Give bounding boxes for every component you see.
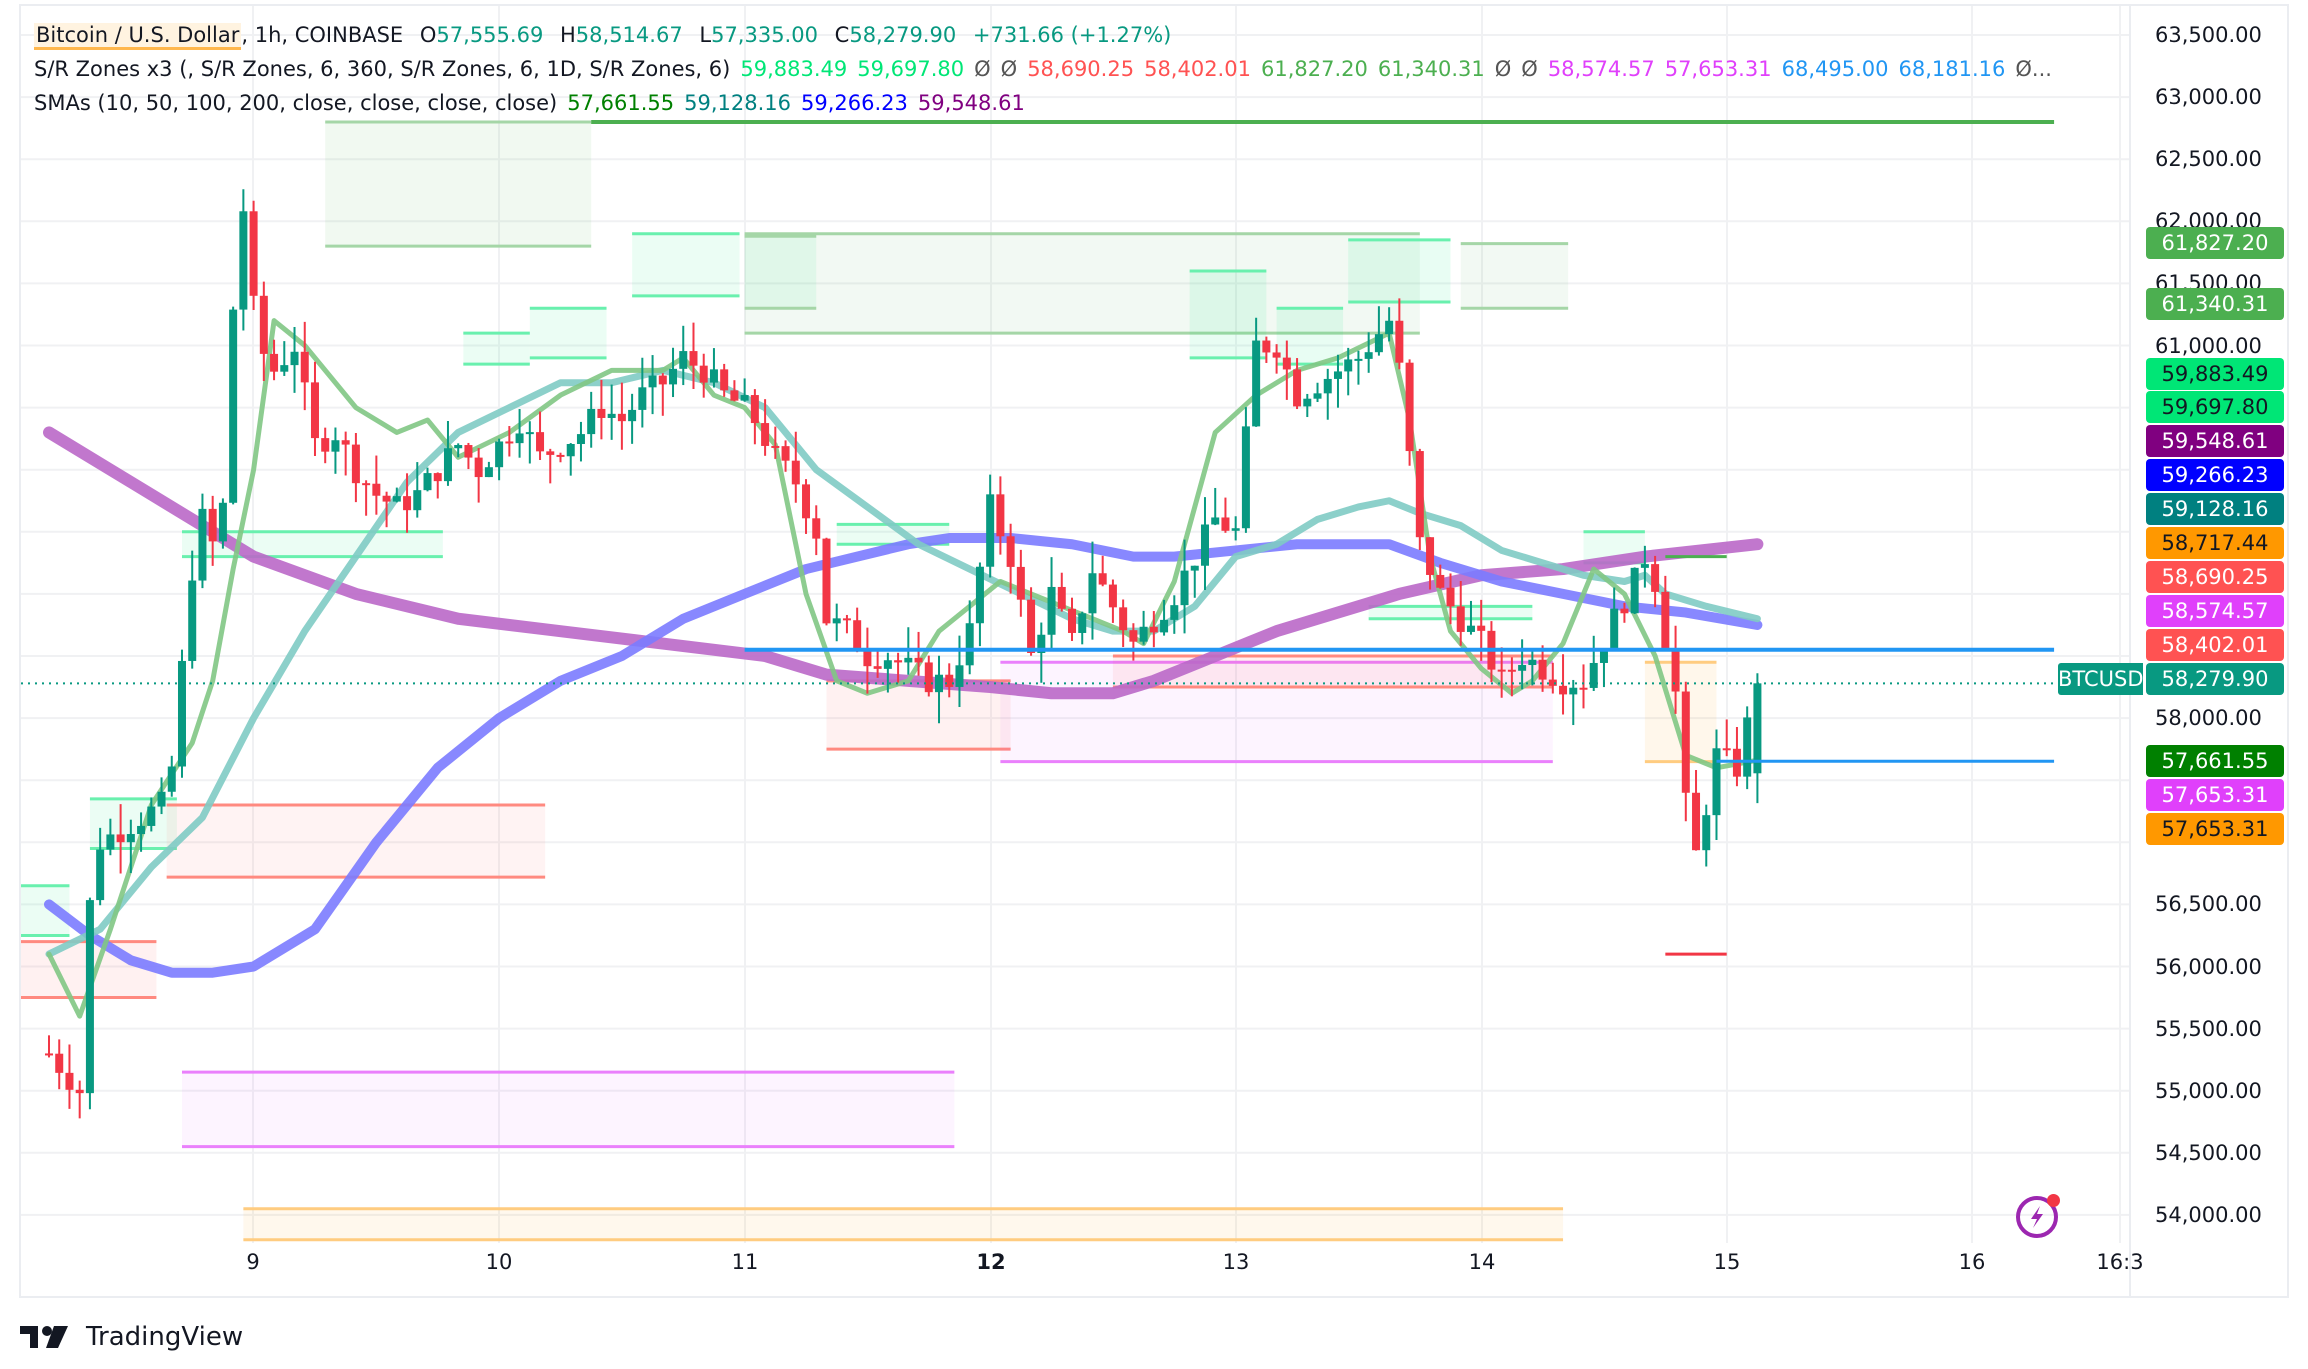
time-tick-label: 14	[1468, 1250, 1496, 1274]
chart-frame	[19, 4, 2289, 1298]
price-marker-label: 58,717.44	[2146, 527, 2284, 559]
price-tick-label: 62,500.00	[2155, 147, 2262, 172]
time-tick-label: 16:3	[2096, 1250, 2144, 1274]
legend-value: 68,495.00	[1781, 57, 1889, 81]
legend-value: 58,690.25	[1027, 57, 1135, 81]
symbol-price-tag: BTCUSD	[2058, 663, 2144, 695]
price-change: +731.66 (+1.27%)	[972, 23, 1172, 47]
time-tick-label: 11	[731, 1250, 759, 1274]
price-tick-label: 54,500.00	[2155, 1140, 2262, 1165]
legend-value: 61,340.31	[1377, 57, 1485, 81]
price-marker-label: 57,653.31	[2146, 779, 2284, 811]
symbol-legend-row[interactable]: Bitcoin / U.S. Dollar, 1h, COINBASE O57,…	[34, 18, 2072, 52]
legend-value: 61,827.20	[1260, 57, 1368, 81]
legend-value: 57,653.31	[1664, 57, 1772, 81]
legend-value: 59,697.80	[857, 57, 965, 81]
ohlc-open: O57,555.69	[419, 23, 544, 47]
notification-dot	[2047, 1194, 2060, 1207]
time-tick-label: 10	[485, 1250, 513, 1274]
legend-value: 59,266.23	[801, 91, 908, 115]
lightning-icon	[2031, 1206, 2043, 1228]
legend-value: 58,574.57	[1547, 57, 1655, 81]
legend-value: 59,883.49	[740, 57, 848, 81]
price-marker-label: 58,690.25	[2146, 561, 2284, 593]
ohlc-close: C58,279.90	[834, 23, 957, 47]
price-marker-label: 57,653.31	[2146, 813, 2284, 845]
symbol-meta: , 1h, COINBASE	[241, 23, 404, 47]
price-tick-label: 61,000.00	[2155, 333, 2262, 358]
legend-value: Ø	[974, 57, 991, 81]
time-tick-label: 12	[976, 1250, 1006, 1274]
price-tick-label: 56,000.00	[2155, 954, 2262, 979]
sma-title[interactable]: SMAs (10, 50, 100, 200, close, close, cl…	[34, 91, 558, 115]
legend-value: 57,661.55	[567, 91, 675, 115]
time-tick-label: 9	[246, 1250, 260, 1274]
time-tick-label: 15	[1713, 1250, 1741, 1274]
price-marker-label: 58,402.01	[2146, 629, 2284, 661]
sr-zones-values: 59,883.49 59,697.80 Ø Ø 58,690.25 58,402.01 61…	[740, 57, 2062, 81]
ohlc-low: L57,335.00	[699, 23, 818, 47]
price-marker-label: 59,548.61	[2146, 425, 2284, 457]
legend-value: Ø	[1000, 57, 1018, 81]
price-marker-label: 59,697.80	[2146, 391, 2284, 423]
legend-value: Ø	[1521, 57, 1538, 81]
price-tick-label: 55,000.00	[2155, 1078, 2262, 1103]
legend-value: 59,548.61	[917, 91, 1025, 115]
legend-value: 58,402.01	[1144, 57, 1251, 81]
price-tick-label: 55,500.00	[2155, 1016, 2262, 1041]
legend-value: 68,181.16	[1898, 57, 2006, 81]
sr-zones-title[interactable]: S/R Zones x3 (, S/R Zones, 6, 360, S/R Z…	[34, 57, 731, 81]
price-tick-label: 63,500.00	[2155, 23, 2262, 47]
price-marker-label: 61,340.31	[2146, 288, 2284, 320]
legend-value: Ø...	[2015, 57, 2052, 81]
price-marker-label: 59,883.49	[2146, 358, 2284, 390]
price-marker-label: 57,661.55	[2146, 745, 2284, 777]
time-tick-label: 16	[1958, 1250, 1986, 1274]
price-marker-label: 59,128.16	[2146, 493, 2284, 525]
legend-value: Ø	[1494, 57, 1512, 81]
tradingview-logo[interactable]: TradingView	[20, 1322, 243, 1352]
sr-zones-legend-row[interactable]: S/R Zones x3 (, S/R Zones, 6, 360, S/R Z…	[34, 52, 2072, 86]
sma-values: 57,661.55 59,128.16 59,266.23 59,548.61	[567, 91, 1035, 115]
symbol-title[interactable]: Bitcoin / U.S. Dollar	[34, 23, 242, 50]
price-marker-label: 59,266.23	[2146, 459, 2284, 491]
tradingview-logo-icon	[20, 1326, 68, 1348]
price-tick-label: 63,000.00	[2155, 85, 2262, 110]
tradingview-logo-text: TradingView	[86, 1322, 244, 1352]
sma-legend-row[interactable]: SMAs (10, 50, 100, 200, close, close, cl…	[34, 86, 2072, 120]
price-marker-label: 61,827.20	[2146, 227, 2284, 259]
price-tick-label: 58,000.00	[2155, 706, 2262, 731]
price-marker-label: 58,279.90	[2146, 663, 2284, 695]
price-tick-label: 56,500.00	[2155, 892, 2262, 917]
ohlc-high: H58,514.67	[560, 23, 683, 47]
time-tick-label: 13	[1222, 1250, 1250, 1274]
chart-legend: Bitcoin / U.S. Dollar, 1h, COINBASE O57,…	[34, 18, 2072, 120]
alert-lightning-icon[interactable]	[2016, 1194, 2060, 1238]
price-tick-label: 54,000.00	[2155, 1202, 2262, 1227]
legend-value: 59,128.16	[684, 91, 792, 115]
price-marker-label: 58,574.57	[2146, 595, 2284, 627]
